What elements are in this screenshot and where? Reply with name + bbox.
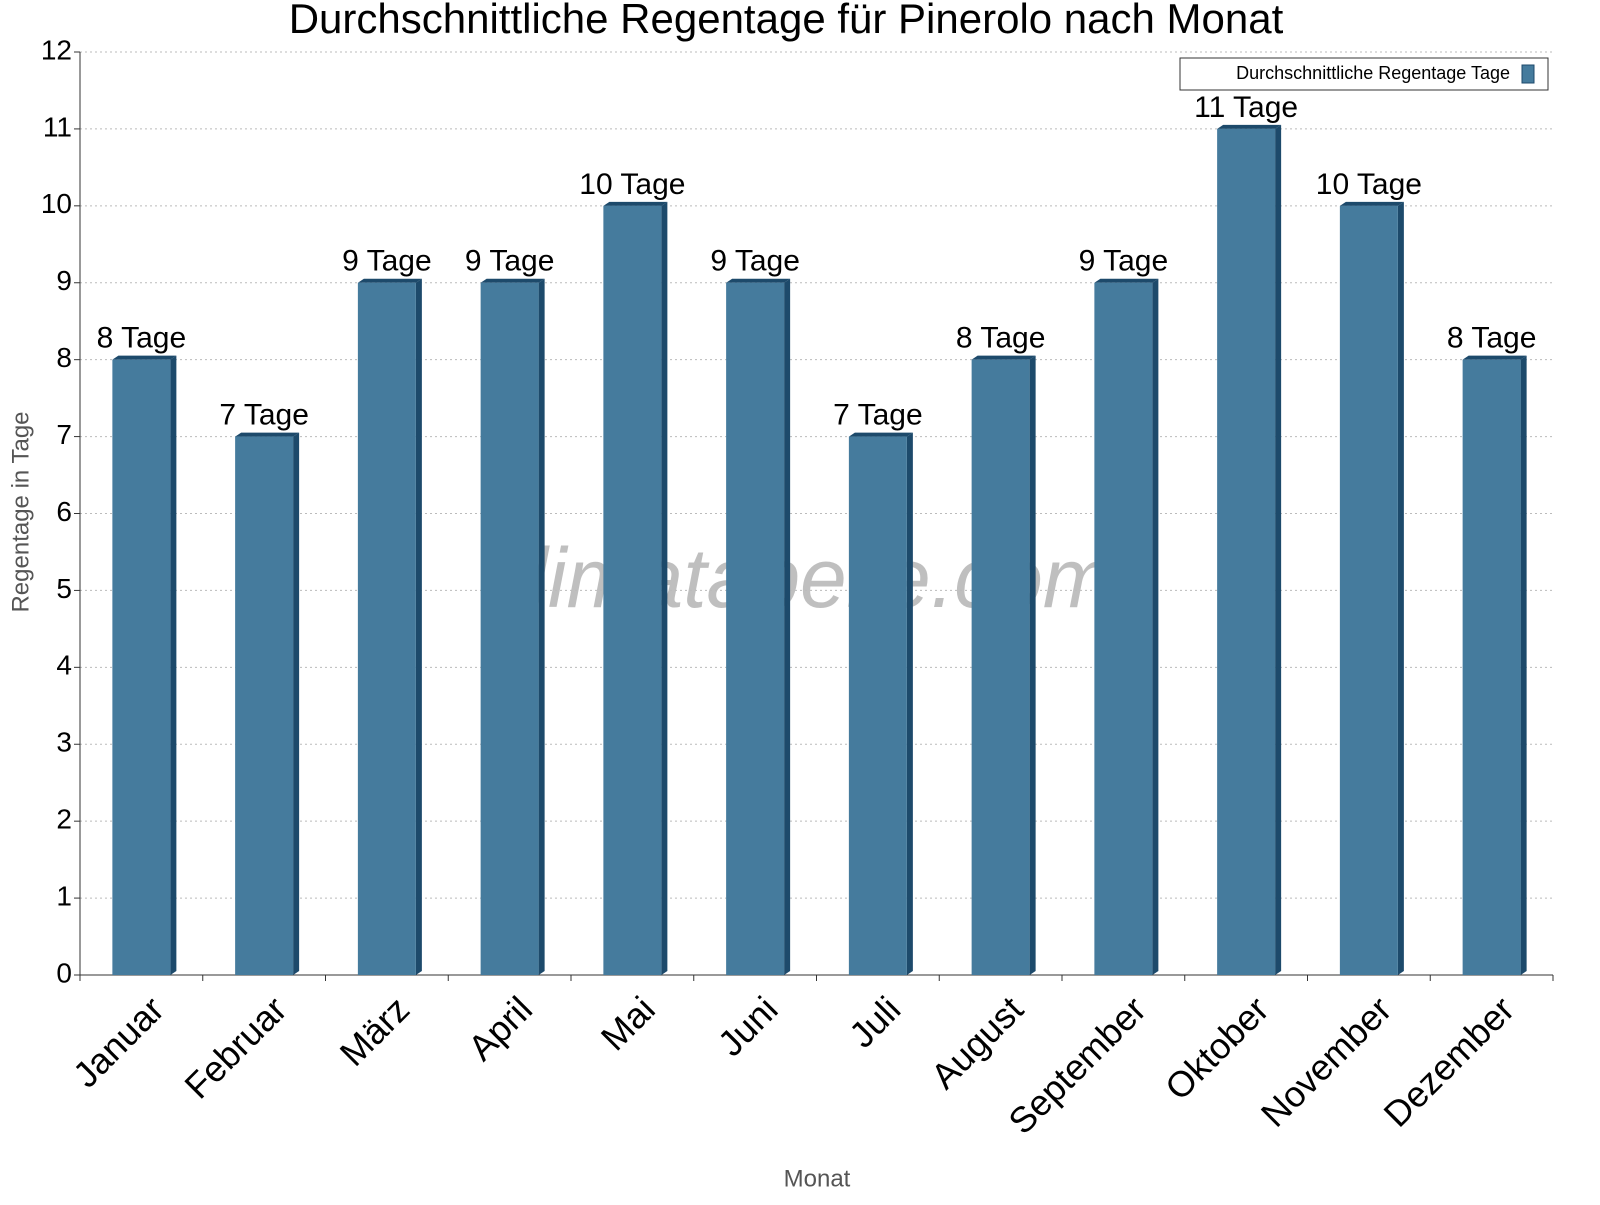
data-label: 9 Tage (342, 245, 432, 278)
data-label: 10 Tage (579, 168, 685, 201)
bar-side (415, 278, 422, 975)
x-tick-label: Januar (65, 988, 172, 1095)
x-tick-label: Oktober (1157, 988, 1277, 1108)
y-tick-label: 8 (56, 342, 72, 373)
data-label: 8 Tage (1447, 322, 1537, 355)
y-tick-label: 11 (43, 111, 72, 142)
y-tick-label: 10 (41, 188, 72, 219)
bar-top (603, 201, 668, 206)
bar-side (1275, 124, 1282, 975)
y-tick-label: 9 (56, 265, 72, 296)
bar-side (1152, 278, 1159, 975)
bar (848, 436, 907, 975)
data-label: 7 Tage (833, 399, 923, 432)
bar-side (293, 432, 300, 975)
x-tick-label: Juli (841, 988, 908, 1055)
y-tick-label: 2 (56, 804, 72, 835)
bar-top (480, 278, 545, 283)
bar-top (971, 355, 1036, 360)
y-tick-label: 5 (56, 573, 72, 604)
x-tick-label: November (1253, 988, 1399, 1134)
y-tick-label: 3 (56, 727, 72, 758)
bar-top (1339, 201, 1404, 206)
y-tick-label: 7 (56, 419, 72, 450)
bar-top (726, 278, 791, 283)
x-tick-label: Dezember (1376, 988, 1522, 1134)
bar (603, 205, 662, 976)
bar-side (1029, 355, 1036, 976)
data-label: 8 Tage (956, 322, 1046, 355)
bar (1217, 128, 1276, 975)
bar-top (235, 432, 300, 437)
bar-side (784, 278, 791, 975)
data-label: 11 Tage (1194, 91, 1298, 124)
bar-side (1397, 201, 1404, 976)
bar (726, 282, 785, 975)
bar-side (906, 432, 913, 975)
y-axis-label: Regentage in Tage (7, 411, 34, 612)
bar-side (538, 278, 545, 975)
bar-side (1520, 355, 1527, 976)
bar-side (661, 201, 668, 976)
chart-title: Durchschnittliche Regentage für Pinerolo… (289, 0, 1284, 42)
bar (480, 282, 539, 975)
legend-box (1179, 57, 1549, 91)
bar (1094, 282, 1153, 975)
bar (1339, 205, 1398, 976)
bar-top (1094, 278, 1159, 283)
bar (235, 436, 294, 975)
y-tick-label: 4 (56, 650, 72, 681)
data-label: 9 Tage (1079, 245, 1169, 278)
x-tick-label: Mai (593, 988, 663, 1058)
data-label: 10 Tage (1316, 168, 1422, 201)
bar-top (357, 278, 422, 283)
bar (1462, 359, 1521, 976)
y-tick-label: 6 (56, 496, 72, 527)
data-label: 8 Tage (97, 322, 187, 355)
x-tick-label: April (460, 988, 540, 1068)
x-axis-label: Monat (784, 1165, 851, 1192)
data-label: 7 Tage (219, 399, 309, 432)
bar-top (848, 432, 913, 437)
bar-top (1217, 124, 1282, 129)
y-tick-label: 1 (56, 880, 72, 911)
x-tick-label: Februar (176, 988, 294, 1106)
legend-swatch (1521, 64, 1535, 84)
y-tick-label: 12 (41, 34, 72, 65)
x-tick-label: Juni (710, 988, 786, 1064)
legend-label: Durchschnittliche Regentage Tage (1236, 63, 1510, 83)
bar (971, 359, 1030, 976)
bar-top (1462, 355, 1527, 360)
bar-top (112, 355, 177, 360)
data-label: 9 Tage (465, 245, 555, 278)
bar-side (170, 355, 177, 976)
x-tick-label: März (332, 988, 418, 1074)
y-tick-label: 0 (56, 957, 72, 988)
bar (112, 359, 171, 976)
x-tick-label: August (923, 988, 1031, 1096)
data-label: 9 Tage (710, 245, 800, 278)
bar (357, 282, 416, 975)
